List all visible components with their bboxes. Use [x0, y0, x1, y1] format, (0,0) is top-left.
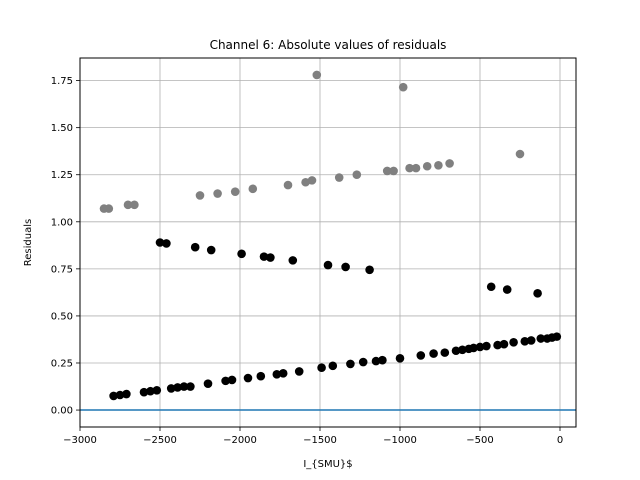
data-point: [429, 349, 438, 358]
data-point: [213, 189, 222, 198]
data-point: [352, 170, 362, 180]
data-point: [312, 70, 322, 80]
data-point: [109, 391, 118, 401]
data-point: [115, 390, 125, 400]
data-point: [130, 200, 139, 210]
data-point: [123, 200, 133, 210]
data-point: [288, 256, 298, 265]
data-point: [173, 383, 182, 392]
data-point: [371, 356, 381, 366]
data-point: [533, 289, 542, 298]
data-point: [162, 239, 171, 248]
data-point: [186, 382, 195, 391]
data-point: [486, 282, 496, 292]
data-point: [317, 363, 326, 372]
data-point: [221, 376, 230, 386]
data-point: [458, 345, 467, 355]
data-point: [389, 166, 398, 176]
data-point: [237, 249, 246, 259]
y-tick-label: 0.50: [51, 311, 73, 322]
y-axis-title: Residuals: [23, 219, 34, 266]
data-point: [294, 367, 304, 376]
x-tick-label: 0: [557, 435, 563, 446]
data-point: [358, 357, 368, 367]
data-point: [341, 262, 350, 272]
data-point: [411, 163, 421, 173]
data-point: [475, 342, 485, 352]
data-point: [395, 353, 405, 363]
y-tick-label: 1.50: [51, 123, 73, 134]
data-point: [451, 346, 461, 356]
x-tick-label: −500: [466, 435, 493, 446]
data-point: [502, 285, 512, 294]
data-point: [203, 379, 213, 388]
data-point: [515, 149, 525, 159]
y-tick-label: 0.75: [51, 264, 73, 275]
data-point: [230, 187, 240, 196]
data-point: [259, 252, 269, 261]
data-point: [469, 343, 478, 353]
y-tick-label: 0.00: [51, 406, 73, 417]
y-axis-ticks: 0.00 0.25 0.50 0.75 1.00 1.25 1.50 1.75: [51, 76, 80, 417]
data-point: [365, 265, 374, 275]
x-axis-title: I_{SMU}$: [303, 459, 352, 470]
x-tick-label: −1000: [383, 435, 417, 446]
data-point: [206, 245, 216, 255]
data-point: [416, 351, 426, 360]
data-point: [283, 180, 293, 190]
data-point: [328, 361, 338, 371]
data-point: [493, 340, 502, 350]
data-point: [272, 369, 282, 379]
data-point: [266, 253, 275, 262]
data-point: [378, 355, 387, 365]
data-point: [434, 161, 443, 170]
data-point: [552, 332, 562, 341]
y-tick-label: 1.75: [51, 76, 73, 87]
data-point: [398, 82, 408, 92]
data-point: [307, 176, 317, 185]
data-point: [243, 373, 253, 383]
x-tick-label: −2000: [223, 435, 257, 446]
data-point: [526, 336, 536, 345]
y-tick-label: 1.25: [51, 170, 73, 181]
data-point: [139, 387, 149, 397]
data-point: [536, 334, 546, 343]
data-point: [146, 386, 155, 396]
plot-frame: [79, 57, 577, 428]
data-point: [445, 159, 454, 168]
data-point: [323, 260, 333, 270]
data-point: [190, 242, 200, 252]
data-point: [440, 348, 450, 357]
data-point: [166, 384, 176, 393]
data-points: [99, 70, 562, 401]
data-point: [227, 375, 237, 385]
data-point: [334, 173, 344, 182]
data-point: [122, 389, 131, 399]
x-axis-ticks: −3000 −2500 −2000 −1500 −1000 −500 0: [63, 427, 563, 446]
data-point: [179, 382, 189, 391]
chart-title: Channel 6: Absolute values of residuals: [210, 38, 447, 52]
data-point: [155, 238, 165, 247]
data-point: [422, 161, 432, 171]
y-tick-label: 0.25: [51, 358, 73, 369]
data-point: [499, 339, 509, 349]
data-point: [152, 385, 162, 395]
data-point: [482, 341, 491, 351]
data-point: [509, 337, 518, 347]
data-point: [256, 371, 266, 381]
data-point: [104, 204, 114, 213]
x-tick-label: −2500: [143, 435, 177, 446]
x-tick-label: −3000: [63, 435, 97, 446]
data-point: [195, 191, 205, 200]
y-tick-label: 1.00: [51, 217, 73, 228]
data-point: [382, 166, 392, 176]
data-point: [248, 184, 258, 194]
data-point: [278, 369, 288, 378]
data-point: [346, 359, 355, 369]
data-point: [405, 163, 414, 173]
data-point: [520, 337, 530, 346]
x-tick-label: −1500: [303, 435, 337, 446]
